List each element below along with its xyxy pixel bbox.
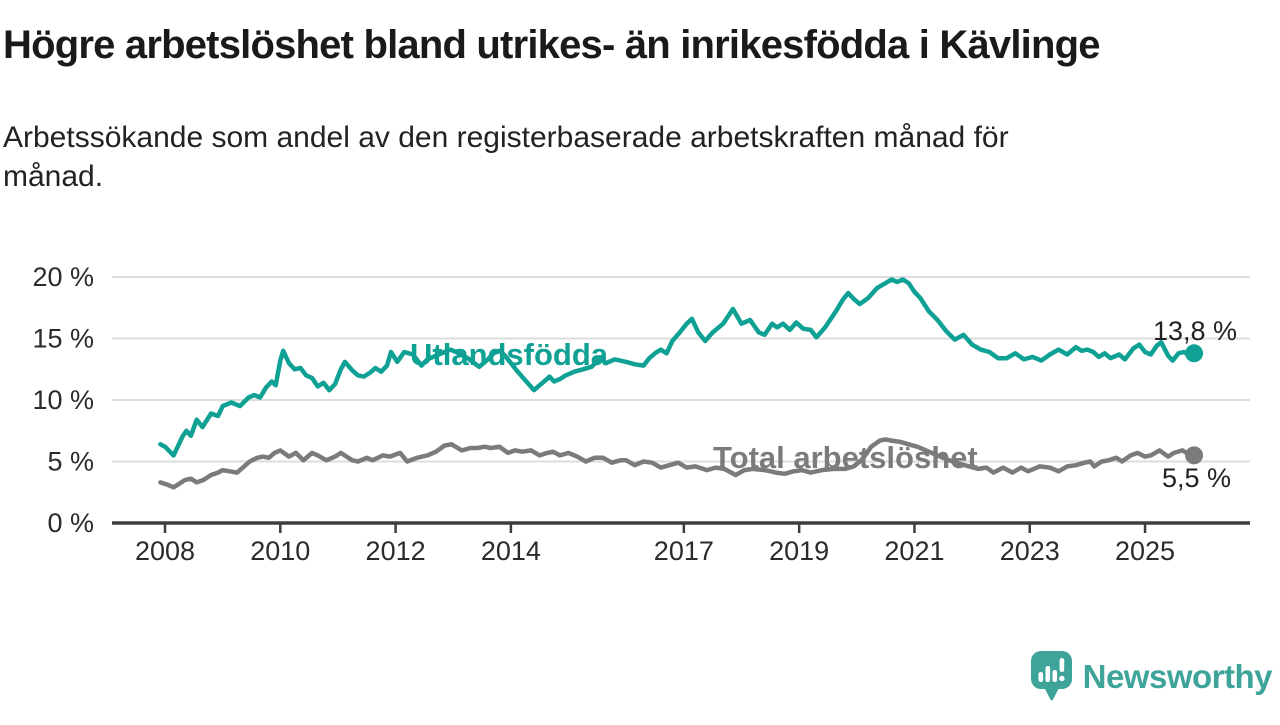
- x-axis-label-2023: 2023: [1000, 536, 1060, 566]
- y-axis-label-5: 5 %: [47, 447, 94, 477]
- newsworthy-logo: Newsworthy: [1030, 651, 1273, 702]
- y-axis-label-0: 0 %: [47, 508, 94, 538]
- x-axis-label-2025: 2025: [1115, 536, 1175, 566]
- x-axis-label-2017: 2017: [654, 536, 714, 566]
- series-line-utlandsfodda: [158, 277, 1197, 458]
- speech-bubble-shape: [1030, 651, 1072, 701]
- series-label-utlandsfodda: Utlandsfödda: [410, 337, 609, 372]
- chart-subtitle: Arbetssökande som andel av den registerb…: [3, 121, 1009, 193]
- x-axis-label-2008: 2008: [135, 536, 195, 566]
- x-axis-label-2019: 2019: [769, 536, 829, 566]
- exclamation-dot: [1058, 675, 1065, 682]
- series-end-dot-total-arbetsloshet: [1185, 446, 1204, 465]
- newsworthy-wordmark: Newsworthy: [1082, 658, 1273, 695]
- y-axis-label-10: 10 %: [32, 385, 94, 415]
- x-axis-label-2021: 2021: [884, 536, 944, 566]
- x-axis-label-2014: 2014: [481, 536, 541, 566]
- newsworthy-bubble-icon: [1030, 651, 1072, 701]
- y-axis-label-20: 20 %: [32, 262, 94, 292]
- chart-title: Högre arbetslöshet bland utrikes- än inr…: [3, 23, 1101, 67]
- y-axis-label-15: 15 %: [32, 324, 94, 354]
- exclamation-bar: [1059, 658, 1064, 672]
- end-value-label-utlandsfodda: 13,8 %: [1153, 316, 1237, 346]
- series-end-dot-utlandsfodda: [1185, 344, 1204, 363]
- bar-medium: [1052, 670, 1057, 682]
- series-line-total-arbetsloshet: [158, 437, 1197, 490]
- bar-tall: [1045, 666, 1050, 682]
- end-value-label-total-arbetsloshet: 5,5 %: [1162, 463, 1231, 493]
- x-axis-label-2010: 2010: [250, 536, 310, 566]
- bar-small: [1038, 672, 1043, 682]
- series-label-total-arbetsloshet: Total arbetslöshet: [713, 440, 978, 475]
- x-axis-label-2012: 2012: [366, 536, 426, 566]
